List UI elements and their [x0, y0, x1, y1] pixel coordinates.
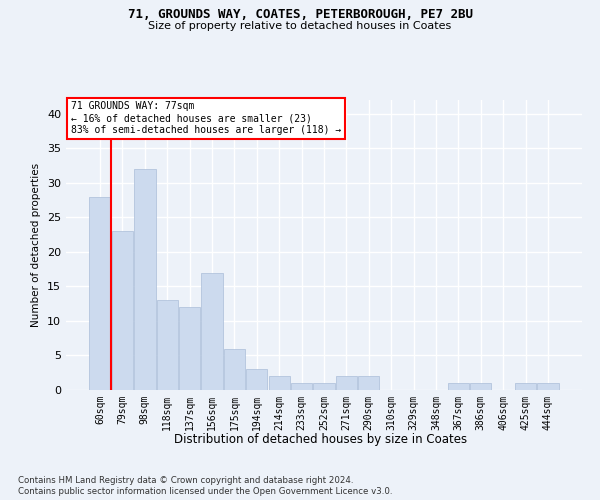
Text: 71 GROUNDS WAY: 77sqm
← 16% of detached houses are smaller (23)
83% of semi-deta: 71 GROUNDS WAY: 77sqm ← 16% of detached …: [71, 102, 341, 134]
Text: Contains HM Land Registry data © Crown copyright and database right 2024.: Contains HM Land Registry data © Crown c…: [18, 476, 353, 485]
Bar: [269, 376, 290, 390]
Bar: [470, 383, 491, 390]
Bar: [134, 169, 155, 390]
Bar: [112, 231, 133, 390]
Bar: [515, 383, 536, 390]
Y-axis label: Number of detached properties: Number of detached properties: [31, 163, 41, 327]
Text: Distribution of detached houses by size in Coates: Distribution of detached houses by size …: [175, 432, 467, 446]
Bar: [224, 348, 245, 390]
Bar: [537, 383, 559, 390]
Bar: [89, 196, 111, 390]
Bar: [313, 383, 335, 390]
Bar: [448, 383, 469, 390]
Bar: [291, 383, 312, 390]
Text: Size of property relative to detached houses in Coates: Size of property relative to detached ho…: [148, 21, 452, 31]
Text: Contains public sector information licensed under the Open Government Licence v3: Contains public sector information licen…: [18, 488, 392, 496]
Bar: [179, 307, 200, 390]
Bar: [336, 376, 357, 390]
Bar: [358, 376, 379, 390]
Bar: [157, 300, 178, 390]
Bar: [246, 370, 268, 390]
Bar: [202, 272, 223, 390]
Text: 71, GROUNDS WAY, COATES, PETERBOROUGH, PE7 2BU: 71, GROUNDS WAY, COATES, PETERBOROUGH, P…: [128, 8, 473, 20]
